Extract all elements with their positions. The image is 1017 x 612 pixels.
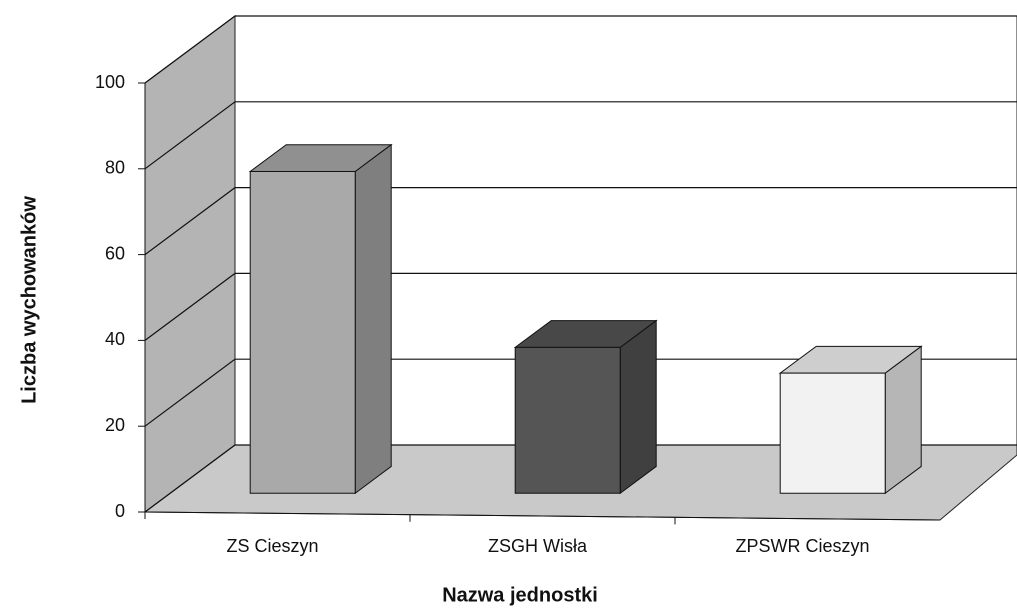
x-tick-label: ZPSWR Cieszyn [735,536,869,556]
bar-side [619,319,657,495]
left-wall [144,15,236,513]
bar [779,372,886,494]
y-axis-title: Liczba wychowanków [18,196,40,404]
bar-side [354,143,392,495]
bar [249,170,356,494]
y-tick-label: 100 [95,72,125,92]
grid-line [144,15,1017,84]
bar [514,346,621,494]
y-tick-label: 80 [105,158,125,178]
grid-line [144,444,1017,513]
y-tick-label: 0 [115,501,125,521]
grid-line [144,272,1017,341]
y-tick-label: 60 [105,243,125,263]
bars [248,143,923,495]
x-axis-title: Nazwa jednostki [442,584,598,606]
x-tick-label: ZSGH Wisła [488,536,588,556]
grid-line [144,358,1017,427]
y-tick-label: 40 [105,329,125,349]
x-tick-label: ZS Cieszyn [226,536,318,556]
y-tick-label: 20 [105,415,125,435]
grid [144,15,1017,513]
grid-line [144,101,1017,170]
grid-line [144,187,1017,256]
x-axis [144,511,941,521]
